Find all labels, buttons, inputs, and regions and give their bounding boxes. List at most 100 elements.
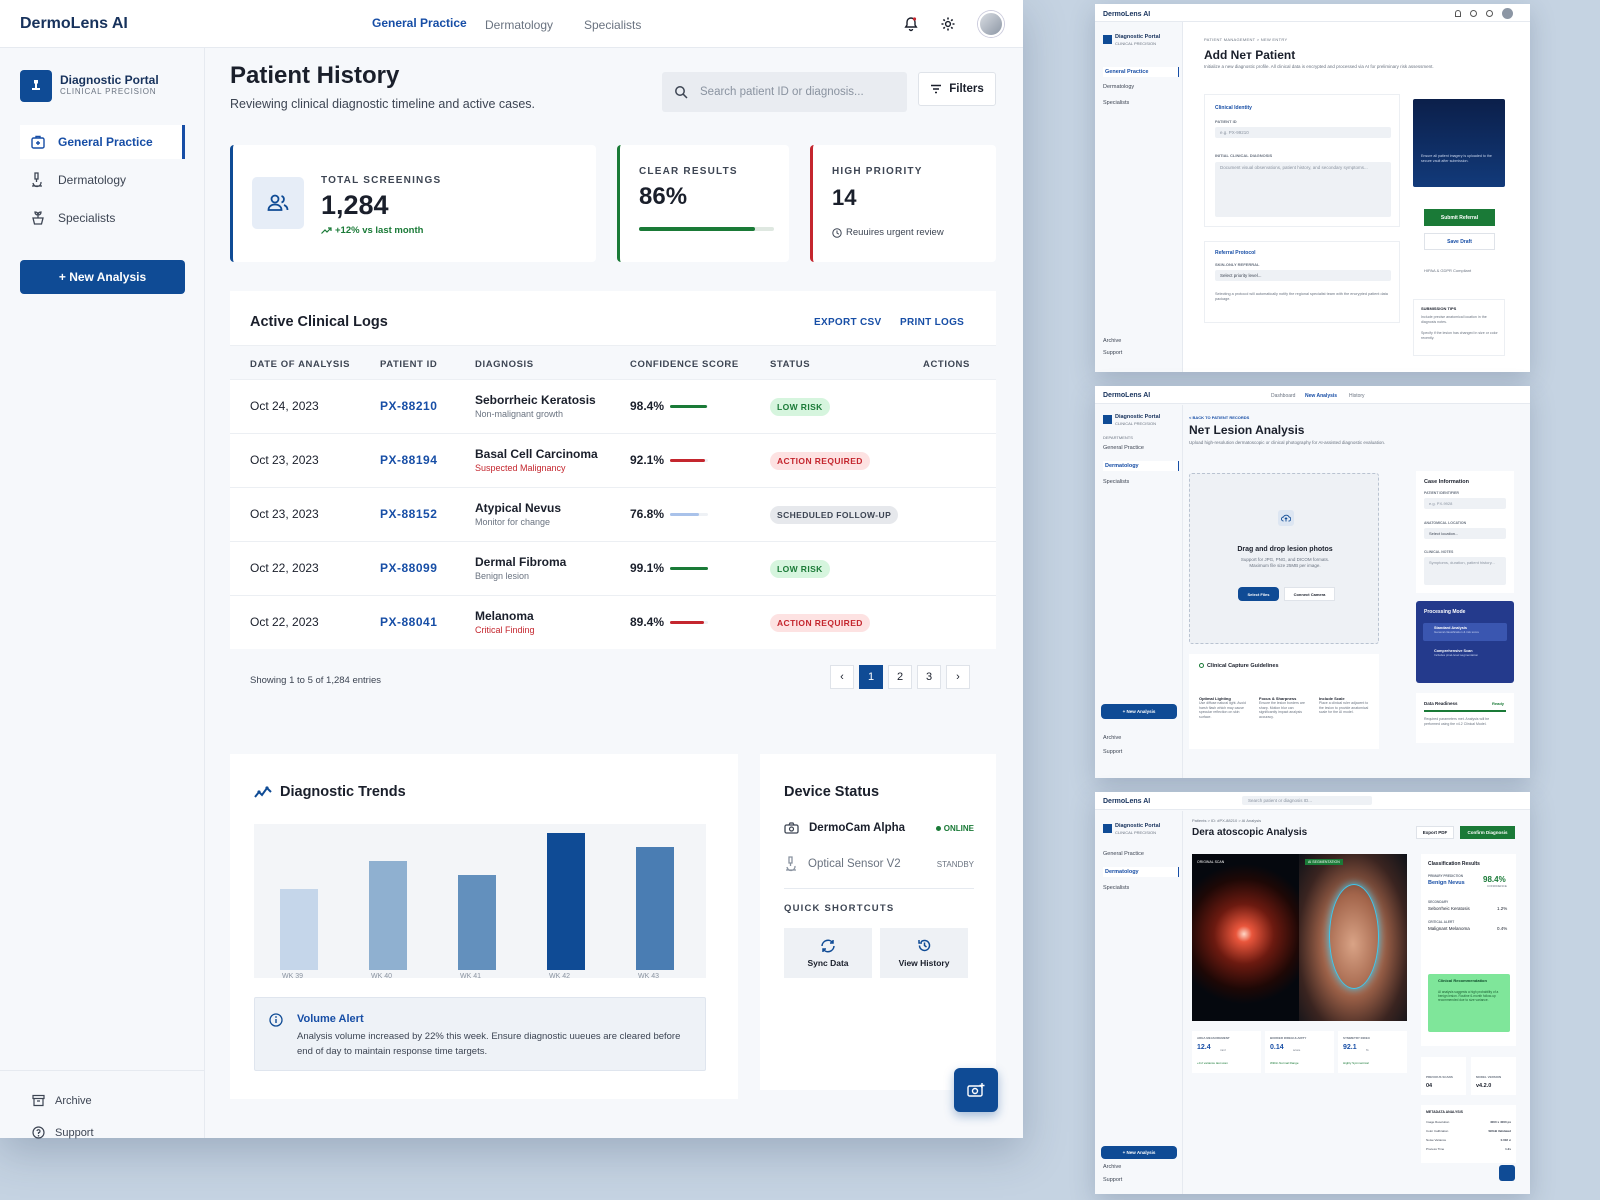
trend-bar[interactable] — [369, 860, 407, 970]
sidebar-item-specialists[interactable]: Specialists — [1103, 885, 1129, 891]
export-pdf-button[interactable]: Export PDF — [1416, 826, 1454, 839]
trend-bar[interactable] — [636, 846, 674, 970]
priority-select[interactable]: Select priority level... — [1215, 270, 1391, 281]
sidebar-item-dermatology[interactable]: Dermatology — [20, 163, 185, 197]
back-link[interactable]: < BACK TO PATIENT RECORDS — [1189, 415, 1250, 420]
device-row[interactable]: Optical Sensor V2 STANDBY — [784, 856, 974, 872]
stat-value: 1,284 — [321, 190, 389, 220]
trend-bar[interactable] — [547, 832, 585, 970]
tab-history[interactable]: History — [1349, 393, 1365, 399]
app-logo[interactable]: DermoLens AI — [1103, 11, 1151, 18]
support-link[interactable]: Support — [1103, 350, 1122, 356]
support-link[interactable]: Support — [1103, 749, 1122, 755]
original-scan-image — [1192, 854, 1299, 1021]
cell-patient-id[interactable]: PX-88210 — [380, 399, 438, 413]
archive-link[interactable]: Archive — [1103, 1164, 1121, 1170]
save-draft-button[interactable]: Save Draft — [1424, 233, 1495, 250]
sidebar-item-specialists[interactable]: Specialists — [1103, 479, 1129, 485]
bell-icon[interactable] — [1455, 10, 1461, 17]
view-history-button[interactable]: View History — [880, 928, 968, 978]
patient-id-input[interactable]: e.g. PX-99210 — [1215, 127, 1391, 138]
dropzone[interactable]: Drag and drop lesion photos Support for … — [1189, 473, 1379, 644]
table-row[interactable]: Oct 24, 2023 PX-88210 Seborrheic Keratosis… — [230, 379, 996, 433]
new-analysis-button[interactable]: + New Analysis — [20, 260, 185, 294]
search-input[interactable]: Search patient ID or diagnosis... — [700, 86, 864, 98]
device-row[interactable]: DermoCam Alpha ONLINE — [784, 822, 974, 834]
stat-note-text: Reuuires urgent review — [846, 227, 944, 238]
portal-title: Diagnostic Portal — [1115, 34, 1161, 40]
location-select[interactable]: Select location... — [1424, 528, 1506, 539]
add-patient-window: DermoLens AI Diagnostic Portal CLINICAL … — [1095, 4, 1530, 372]
tab-new-analysis[interactable]: New Analysis — [1305, 393, 1338, 399]
section-title: Clinical Identity — [1215, 105, 1252, 111]
new-analysis-button[interactable]: + New Analysis — [1101, 704, 1177, 719]
search-box[interactable]: Search patient ID or diagnosis... — [662, 72, 907, 112]
scan-viewer[interactable]: ORIGINAL SCAN AI SEGMENTATION — [1192, 854, 1407, 1021]
sidebar-item-specialists[interactable]: Specialists — [20, 201, 185, 235]
archive-link[interactable]: Archive — [1103, 338, 1121, 344]
cell-patient-id[interactable]: PX-88194 — [380, 453, 438, 467]
submit-referral-button[interactable]: Submit Referral — [1424, 209, 1495, 226]
sidebar-item-general-practice[interactable]: General Practice — [20, 125, 185, 159]
device-state-online: ONLINE — [935, 824, 974, 833]
sidebar-item-general-practice[interactable]: General Practice — [1103, 445, 1144, 451]
cell-patient-id[interactable]: PX-88099 — [380, 561, 438, 575]
sidebar-item-specialists[interactable]: Specialists — [1103, 100, 1129, 106]
clinical-notes-textarea[interactable]: Symptoms, duration, patient history... — [1424, 557, 1506, 585]
tab-general-practice[interactable]: General Practice — [372, 16, 467, 30]
patient-identifier-input[interactable]: e.g. PX-9928 — [1424, 498, 1506, 509]
trend-bar[interactable] — [280, 888, 318, 970]
archive-link[interactable]: Archive — [1103, 735, 1121, 741]
readiness-text: Required parameters met. Analysis will b… — [1424, 717, 1490, 726]
mode-option-comprehensive[interactable]: Comprehensive Scan Includes pixel-level s… — [1423, 646, 1507, 664]
export-csv-button[interactable]: EXPORT CSV — [814, 317, 882, 328]
connect-camera-button[interactable]: Connect Camera — [1284, 587, 1335, 601]
sidebar-item-dermatology[interactable]: Dermatology — [1103, 84, 1134, 90]
gear-icon[interactable] — [938, 14, 958, 34]
page-button-1[interactable]: 1 — [859, 665, 883, 689]
bell-icon[interactable] — [901, 14, 921, 34]
cell-patient-id[interactable]: PX-88041 — [380, 615, 438, 629]
sidebar-item-general-practice[interactable]: General Practice — [1103, 67, 1179, 77]
metric-note: Highly Symmetrical — [1343, 1061, 1369, 1065]
camera-fab-button[interactable] — [954, 1068, 998, 1112]
trends-title: Diagnostic Trends — [280, 784, 406, 800]
page-button-3[interactable]: 3 — [917, 665, 941, 689]
table-row[interactable]: Oct 23, 2023 PX-88194 Basal Cell Carcinoma… — [230, 433, 996, 487]
sidebar-item-dermatology[interactable]: Dermatology — [1103, 461, 1179, 471]
help-icon[interactable] — [1486, 10, 1493, 17]
portal-subtitle: CLINICAL PRECISION — [1115, 830, 1156, 835]
app-logo[interactable]: DermoLens AI — [1103, 392, 1151, 399]
print-logs-button[interactable]: PRINT LOGS — [900, 317, 965, 328]
table-row[interactable]: Oct 22, 2023 PX-88041 Melanoma Critical Fin… — [230, 595, 996, 649]
sidebar-item-general-practice[interactable]: General Practice — [1103, 851, 1144, 857]
page-button-2[interactable]: 2 — [888, 665, 912, 689]
support-link[interactable]: Support — [32, 1126, 94, 1139]
search-input[interactable]: Search patient or diagnosis ID... — [1242, 796, 1372, 805]
tab-dermatology[interactable]: Dermatology — [485, 18, 554, 32]
support-link[interactable]: Support — [1103, 1177, 1122, 1183]
avatar[interactable] — [1502, 8, 1513, 19]
next-page-button[interactable]: › — [946, 665, 970, 689]
sidebar-item-dermatology[interactable]: Dermatology — [1103, 867, 1179, 877]
sync-data-button[interactable]: Sync Data — [784, 928, 872, 978]
archive-link[interactable]: Archive — [32, 1094, 92, 1107]
diagnosis-textarea[interactable]: Document visual observations, patient hi… — [1215, 162, 1391, 217]
chat-button[interactable] — [1499, 1165, 1515, 1181]
trend-bar[interactable] — [458, 874, 496, 970]
app-logo[interactable]: DermoLens AI — [1103, 798, 1151, 805]
table-row[interactable]: Oct 23, 2023 PX-88152 Atypical Nevus Monito… — [230, 487, 996, 541]
confirm-diagnosis-button[interactable]: Confirm Diagnosis — [1460, 826, 1515, 839]
cell-patient-id[interactable]: PX-88152 — [380, 507, 438, 521]
gear-icon[interactable] — [1470, 10, 1477, 17]
prev-page-button[interactable]: ‹ — [830, 665, 854, 689]
app-logo[interactable]: DermoLens AI — [20, 15, 128, 32]
avatar[interactable] — [978, 11, 1004, 37]
filters-button[interactable]: Filters — [918, 72, 996, 106]
tab-specialists[interactable]: Specialists — [584, 18, 642, 32]
new-analysis-button[interactable]: + New Analysis — [1101, 1146, 1177, 1159]
mode-option-standard[interactable]: Standard Analysis General classification … — [1423, 623, 1507, 641]
select-files-button[interactable]: Select Files — [1238, 587, 1279, 601]
table-row[interactable]: Oct 22, 2023 PX-88099 Dermal Fibroma Benign… — [230, 541, 996, 595]
tab-dashboard[interactable]: Dashboard — [1271, 393, 1296, 399]
